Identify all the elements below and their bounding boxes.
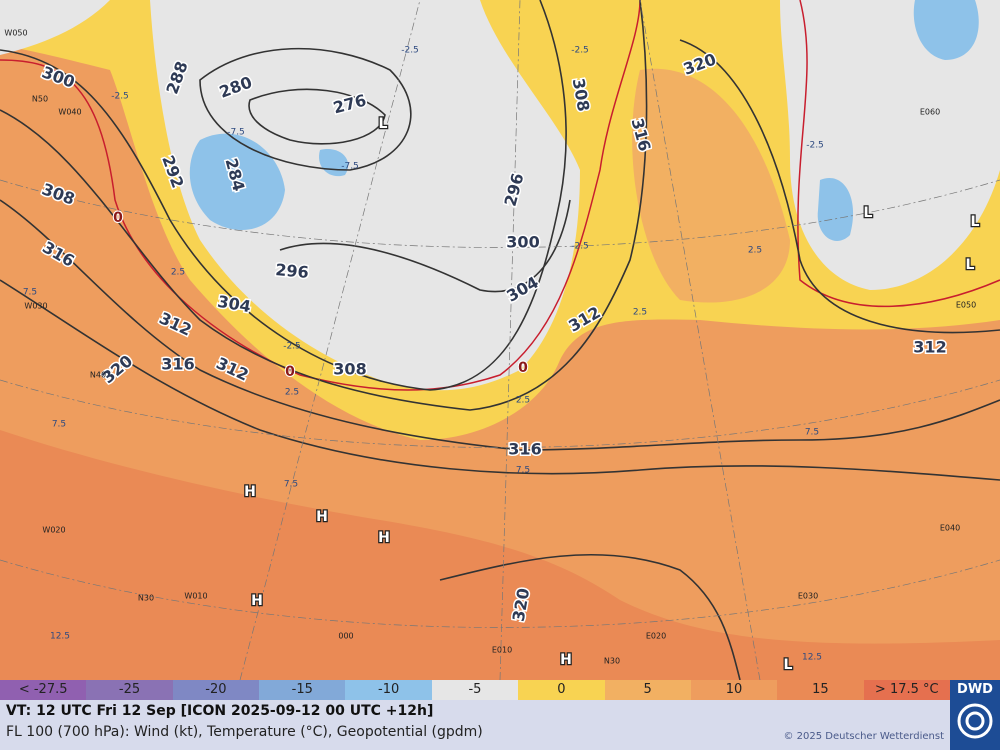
grid-label: E040 (940, 524, 960, 533)
graticule (0, 0, 1000, 680)
low-center: L (864, 205, 873, 221)
grid-label: E020 (646, 632, 666, 641)
legend-item: -20 (172, 680, 260, 700)
grid-label: N30 (604, 657, 620, 666)
temperature-label: 12.5 (802, 653, 822, 663)
contour-label: 316 (161, 355, 194, 374)
temperature-label: -2.5 (806, 141, 824, 151)
grid-label: W020 (42, 526, 65, 535)
low-center: L (379, 116, 388, 132)
grid-label: 000 (338, 632, 353, 641)
product-description: FL 100 (700 hPa): Wind (kt), Temperature… (6, 724, 483, 740)
legend-item: -5 (431, 680, 519, 700)
temperature-legend: < -27.5 -25 -20 -15 -10 -5 0 5 10 15 > 17.5 °C (0, 680, 950, 700)
grid-label: N30 (138, 594, 154, 603)
mild-area (632, 68, 790, 303)
legend-item: -25 (86, 680, 173, 700)
temperature-label: 7.5 (52, 420, 66, 430)
contour-label: 296 (275, 260, 310, 282)
temperature-label: 12.5 (50, 632, 70, 642)
contour-label: 300 (506, 233, 539, 252)
dwd-logo: DWD (950, 680, 1000, 750)
high-center: H (251, 593, 263, 609)
temperature-label: 2.5 (633, 308, 647, 318)
high-center: H (244, 484, 256, 500)
cold-area (189, 133, 285, 230)
temperature-label: -7.5 (227, 128, 245, 138)
temperature-label: -2.5 (571, 242, 589, 252)
grid-label: W050 (4, 29, 27, 38)
zero-isotherm-label: 0 (518, 360, 528, 376)
geopotential-contours (0, 0, 1000, 680)
temperature-label: 7.5 (516, 466, 530, 476)
grid-label: W030 (24, 302, 47, 311)
contour-label: 312 (913, 338, 946, 357)
contour-label: 316 (508, 440, 541, 459)
legend-item: < -27.5 (0, 680, 87, 700)
cool-area (0, 0, 110, 55)
temperature-label: 7.5 (284, 480, 298, 490)
low-center: L (971, 214, 980, 230)
low-center: L (966, 257, 975, 273)
legend-item: 5 (604, 680, 691, 700)
zero-isotherm-label: 0 (285, 364, 295, 380)
low-center: L (784, 657, 793, 673)
legend-item: > 17.5 °C (863, 680, 950, 700)
grid-label: E060 (920, 108, 940, 117)
temperature-label: -2.5 (283, 342, 301, 352)
temperature-label: 2.5 (516, 396, 530, 406)
logo-text: DWD (957, 682, 993, 697)
temperature-label: 2.5 (285, 388, 299, 398)
temperature-label: -2.5 (571, 46, 589, 56)
contour-label: 308 (333, 360, 366, 379)
temperature-label: -7.5 (341, 162, 359, 172)
legend-item: 0 (518, 680, 605, 700)
logo-icon (957, 703, 993, 739)
grid-label: E050 (956, 301, 976, 310)
grid-label: E030 (798, 592, 818, 601)
zero-isotherm-label: 0 (113, 210, 123, 226)
temperature-label: 7.5 (805, 428, 819, 438)
legend-item: -10 (345, 680, 432, 700)
warm-area (0, 430, 1000, 680)
zero-isotherm (0, 0, 1000, 391)
valid-time: VT: 12 UTC Fri 12 Sep [ICON 2025-09-12 0… (6, 703, 434, 719)
temperature-label: 7.5 (23, 288, 37, 298)
temperature-label: -2.5 (111, 92, 129, 102)
footer: VT: 12 UTC Fri 12 Sep [ICON 2025-09-12 0… (0, 700, 950, 750)
copyright: © 2025 Deutscher Wetterdienst (783, 731, 944, 742)
grid-label: W010 (184, 592, 207, 601)
legend-item: 10 (690, 680, 778, 700)
legend-item: 15 (777, 680, 864, 700)
grid-label: N40 (90, 371, 106, 380)
grid-label: N50 (32, 95, 48, 104)
temperature-label: 2.5 (171, 268, 185, 278)
grid-label: W040 (58, 108, 81, 117)
temperature-label: -2.5 (401, 46, 419, 56)
temperature-label: 2.5 (748, 246, 762, 256)
high-center: H (316, 509, 328, 525)
legend-item: -15 (259, 680, 346, 700)
high-center: H (560, 652, 572, 668)
high-center: H (378, 530, 390, 546)
cold-area (817, 178, 854, 241)
grid-label: E010 (492, 646, 512, 655)
cold-area (913, 0, 979, 60)
